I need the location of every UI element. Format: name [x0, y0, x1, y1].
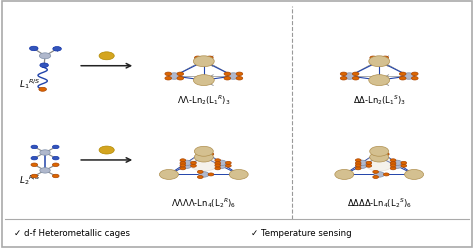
Circle shape: [229, 169, 248, 179]
Text: $\Delta\Delta$-Ln$_2$(L$_1$$^S$)$_3$: $\Delta\Delta$-Ln$_2$(L$_1$$^S$)$_3$: [353, 93, 406, 107]
Circle shape: [369, 56, 390, 67]
Circle shape: [370, 152, 389, 162]
Circle shape: [236, 72, 243, 76]
Circle shape: [53, 145, 59, 149]
Circle shape: [39, 87, 46, 91]
Circle shape: [194, 56, 201, 60]
Circle shape: [402, 73, 415, 79]
Circle shape: [370, 146, 389, 156]
Circle shape: [383, 173, 389, 176]
Circle shape: [207, 61, 213, 64]
Circle shape: [382, 61, 389, 64]
Circle shape: [198, 57, 210, 63]
Circle shape: [99, 146, 114, 154]
Circle shape: [365, 156, 393, 171]
Circle shape: [373, 176, 378, 179]
Circle shape: [390, 162, 396, 165]
Circle shape: [224, 77, 231, 80]
Circle shape: [197, 176, 203, 179]
Circle shape: [180, 162, 186, 165]
Circle shape: [370, 56, 376, 60]
Circle shape: [383, 153, 389, 156]
Circle shape: [31, 174, 37, 178]
Circle shape: [401, 164, 407, 167]
Circle shape: [344, 73, 356, 79]
Circle shape: [53, 156, 59, 160]
Circle shape: [369, 75, 390, 86]
Circle shape: [215, 167, 220, 170]
Circle shape: [392, 163, 402, 168]
Circle shape: [400, 77, 406, 80]
Circle shape: [373, 57, 385, 63]
Circle shape: [53, 163, 59, 166]
Circle shape: [390, 167, 396, 170]
Circle shape: [382, 56, 389, 60]
Circle shape: [168, 73, 181, 79]
Text: $\Lambda\Lambda$-Ln$_2$(L$_1$$^R$)$_3$: $\Lambda\Lambda$-Ln$_2$(L$_1$$^R$)$_3$: [177, 93, 231, 107]
Circle shape: [194, 146, 213, 156]
Circle shape: [224, 72, 231, 76]
Circle shape: [226, 164, 231, 167]
Circle shape: [207, 56, 213, 60]
Circle shape: [180, 164, 186, 167]
Circle shape: [193, 75, 214, 86]
Circle shape: [374, 152, 384, 157]
Circle shape: [373, 170, 378, 173]
Circle shape: [373, 155, 378, 158]
Text: ✓ Temperature sensing: ✓ Temperature sensing: [251, 229, 352, 238]
Circle shape: [352, 77, 359, 80]
Circle shape: [236, 77, 243, 80]
Circle shape: [370, 61, 376, 64]
Circle shape: [40, 168, 50, 173]
Circle shape: [199, 172, 209, 177]
Circle shape: [216, 163, 227, 168]
Circle shape: [215, 164, 220, 167]
Circle shape: [366, 161, 372, 164]
Text: L$_2$$^{R/S}$: L$_2$$^{R/S}$: [19, 173, 41, 187]
Text: $\Delta\Delta\Delta\Delta$-Ln$_4$(L$_2$$^S$)$_6$: $\Delta\Delta\Delta\Delta$-Ln$_4$(L$_2$$…: [347, 196, 411, 210]
Circle shape: [215, 159, 220, 162]
Circle shape: [226, 161, 231, 164]
Circle shape: [191, 164, 196, 167]
Circle shape: [31, 156, 37, 160]
Circle shape: [177, 77, 183, 80]
Circle shape: [390, 159, 396, 162]
Circle shape: [191, 161, 196, 164]
Circle shape: [194, 152, 213, 162]
Circle shape: [53, 47, 61, 51]
Circle shape: [373, 150, 378, 153]
Circle shape: [390, 164, 396, 167]
Circle shape: [181, 160, 191, 166]
Circle shape: [208, 173, 214, 176]
Circle shape: [194, 61, 201, 64]
Circle shape: [356, 167, 361, 170]
Circle shape: [374, 172, 384, 177]
Circle shape: [366, 164, 372, 167]
Circle shape: [180, 167, 186, 170]
Circle shape: [190, 156, 218, 171]
Circle shape: [356, 164, 361, 167]
Circle shape: [29, 46, 38, 51]
Circle shape: [392, 160, 402, 166]
Circle shape: [40, 150, 50, 155]
Text: $\Lambda\Lambda\Lambda\Lambda$-Ln$_4$(L$_2$$^R$)$_6$: $\Lambda\Lambda\Lambda\Lambda$-Ln$_4$(L$…: [171, 196, 237, 210]
Circle shape: [401, 161, 407, 164]
Circle shape: [39, 53, 51, 59]
Circle shape: [400, 72, 406, 76]
Text: L$_1$$^{R/S}$: L$_1$$^{R/S}$: [19, 77, 41, 91]
Circle shape: [352, 72, 359, 76]
Circle shape: [356, 162, 361, 165]
Circle shape: [165, 77, 172, 80]
Circle shape: [159, 169, 178, 179]
Circle shape: [199, 152, 209, 157]
Circle shape: [40, 63, 48, 67]
Text: ✓ d-f Heterometallic cages: ✓ d-f Heterometallic cages: [14, 229, 130, 238]
Circle shape: [340, 77, 347, 80]
Circle shape: [411, 72, 418, 76]
Circle shape: [193, 56, 214, 67]
Circle shape: [180, 159, 186, 162]
Circle shape: [335, 169, 354, 179]
Circle shape: [165, 72, 172, 76]
Circle shape: [177, 72, 183, 76]
